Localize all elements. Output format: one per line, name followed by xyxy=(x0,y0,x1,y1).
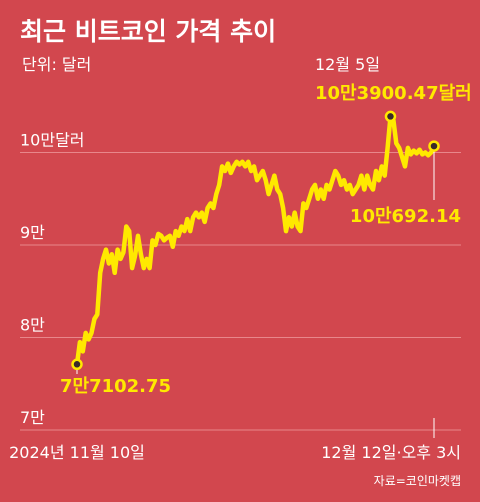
peak-marker xyxy=(384,110,397,123)
start-marker xyxy=(71,358,83,371)
peak-value-label: 10만3900.47달러 xyxy=(315,83,472,104)
start-value-label: 7만7102.75 xyxy=(60,376,171,397)
series-layer xyxy=(74,114,437,367)
x-label-end: 12월 12일·오후 3시 xyxy=(321,443,461,462)
end-value-label: 10만692.14 xyxy=(350,206,461,227)
y-tick-label: 8만 xyxy=(20,316,45,335)
x-label-start: 2024년 11월 10일 xyxy=(9,443,145,462)
y-tick-label: 10만달러 xyxy=(20,131,85,150)
annotations: 7만7102.75 12월 5일 10만3900.47달러 10만692.14 xyxy=(60,55,472,438)
y-tick-labels: 10만달러 9만 8만 7만 xyxy=(20,131,85,428)
chart-title: 최근 비트코인 가격 추이 xyxy=(20,17,276,46)
source-label: 자료=코인마켓캡 xyxy=(374,474,461,488)
y-tick-label: 7만 xyxy=(20,408,45,427)
y-tick-label: 9만 xyxy=(20,223,45,242)
price-line xyxy=(74,114,437,367)
end-marker xyxy=(428,140,440,152)
peak-date-label: 12월 5일 xyxy=(315,55,380,74)
unit-label: 단위: 달러 xyxy=(22,55,91,74)
